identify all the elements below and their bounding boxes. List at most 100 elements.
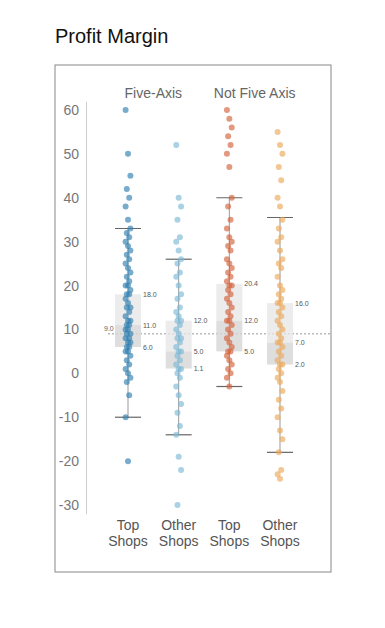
value-label: 5.0 <box>244 348 254 355</box>
point <box>279 217 285 223</box>
point <box>176 283 182 289</box>
point <box>173 432 179 438</box>
box-lower <box>216 321 242 352</box>
box-lower <box>115 325 141 347</box>
value-label: 12.0 <box>194 317 208 324</box>
value-label: 2.0 <box>295 361 305 368</box>
y-tick-label: 40 <box>63 190 79 206</box>
box-group <box>166 142 192 508</box>
point <box>275 414 281 420</box>
point <box>277 247 283 253</box>
category-label: TopShops <box>209 517 249 549</box>
point <box>123 107 129 113</box>
point <box>278 265 284 271</box>
point <box>228 142 234 148</box>
point <box>276 397 282 403</box>
point <box>174 261 180 267</box>
point <box>226 164 232 170</box>
point <box>125 458 131 464</box>
point <box>125 151 131 157</box>
box-group <box>267 129 293 482</box>
y-tick-label: 50 <box>63 146 79 162</box>
point <box>228 247 234 253</box>
frame <box>55 65 331 572</box>
value-label: 6.0 <box>143 344 153 351</box>
reference-label: 9.0 <box>104 325 114 332</box>
point <box>276 164 282 170</box>
y-tick: 30 <box>63 234 86 250</box>
y-tick-label: 20 <box>63 278 79 294</box>
y-tick: -30 <box>59 497 86 513</box>
value-label: 5.0 <box>194 348 204 355</box>
point <box>229 195 235 201</box>
point <box>277 476 283 482</box>
point <box>277 379 283 385</box>
point <box>177 423 183 429</box>
value-label: 1.1 <box>194 365 204 372</box>
point <box>176 195 182 201</box>
category-label: OtherShops <box>159 517 199 549</box>
point <box>279 151 285 157</box>
point <box>125 217 131 223</box>
title: Profit Margin <box>55 25 168 47</box>
point <box>277 427 283 433</box>
box-group <box>216 107 242 390</box>
box-lower <box>166 351 192 368</box>
point <box>224 151 230 157</box>
point <box>275 195 281 201</box>
plot-area <box>108 107 330 508</box>
box-upper <box>216 284 242 321</box>
point <box>124 186 130 192</box>
value-label: 16.0 <box>295 300 309 307</box>
labels: 9.0 18.0 11.0 6.0 TopShops 12.0 5.0 1.1 OtherSho… <box>104 85 309 549</box>
point <box>174 410 180 416</box>
point <box>176 247 182 253</box>
box-upper <box>115 294 141 325</box>
point <box>173 239 179 245</box>
y-tick: -20 <box>59 453 86 469</box>
value-label: 20.4 <box>244 280 258 287</box>
point <box>228 217 234 223</box>
point <box>224 375 230 381</box>
y-tick-label: 60 <box>63 102 79 118</box>
y-tick: 0 <box>71 365 86 381</box>
point <box>176 392 182 398</box>
point <box>126 392 132 398</box>
point <box>224 225 230 231</box>
chart: Profit Margin -30 -20 -10 0 10 20 30 40 50 60 9.0 18… <box>0 0 385 628</box>
box-upper <box>166 321 192 352</box>
value-label: 18.0 <box>143 291 157 298</box>
point <box>279 436 285 442</box>
point <box>124 379 130 385</box>
y-axis: -30 -20 -10 0 10 20 30 40 50 60 <box>59 102 87 515</box>
point <box>275 129 281 135</box>
point <box>276 449 282 455</box>
box-group <box>115 107 141 464</box>
y-tick: 40 <box>63 190 86 206</box>
point <box>277 142 283 148</box>
point <box>126 195 132 201</box>
point <box>178 204 184 210</box>
y-tick: 60 <box>63 102 86 118</box>
y-tick: -10 <box>59 409 86 425</box>
value-label: 12.0 <box>244 317 258 324</box>
box-lower <box>267 343 293 365</box>
point <box>277 204 283 210</box>
box-upper <box>267 303 293 343</box>
y-tick-label: 10 <box>63 321 79 337</box>
y-tick: 10 <box>63 321 86 337</box>
point <box>225 204 231 210</box>
point <box>276 225 282 231</box>
point <box>174 296 180 302</box>
value-label: 11.0 <box>143 322 156 329</box>
point <box>173 384 179 390</box>
point <box>127 173 133 179</box>
point <box>226 116 232 122</box>
point <box>275 239 281 245</box>
y-tick-label: -30 <box>59 497 79 513</box>
point <box>177 375 183 381</box>
point <box>278 405 284 411</box>
group-label: Not Five Axis <box>214 85 296 101</box>
y-axis-line <box>86 102 87 515</box>
point <box>226 384 232 390</box>
